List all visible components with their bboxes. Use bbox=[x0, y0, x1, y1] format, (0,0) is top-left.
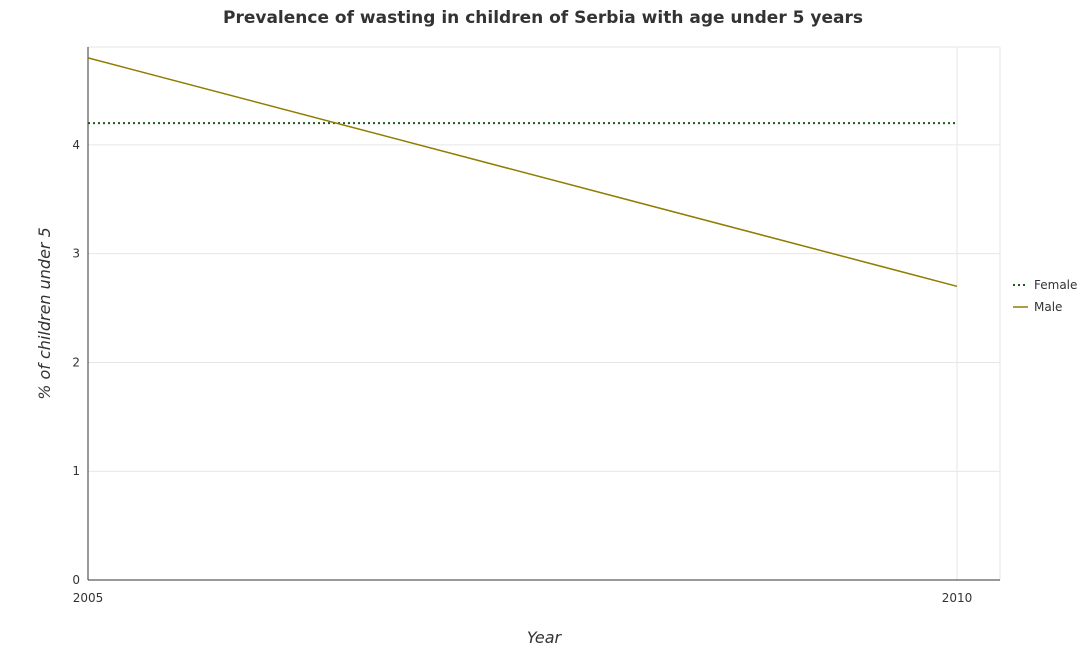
x-tick-label: 2005 bbox=[73, 591, 104, 605]
y-tick-label: 2 bbox=[72, 355, 80, 369]
y-tick-label: 3 bbox=[72, 247, 80, 261]
grid bbox=[87, 46, 1001, 581]
legend-label-female: Female bbox=[1034, 278, 1077, 292]
legend-label-male: Male bbox=[1034, 300, 1062, 314]
series-layer bbox=[87, 57, 958, 288]
legend: Female Male bbox=[1013, 278, 1077, 314]
y-tick-label: 1 bbox=[72, 464, 80, 478]
y-tick-label: 0 bbox=[72, 573, 80, 587]
axes bbox=[87, 47, 1000, 581]
chart-title: Prevalence of wasting in children of Ser… bbox=[223, 8, 863, 28]
x-axis-label: Year bbox=[527, 628, 563, 647]
ticks: 0 1 2 3 4 2005 2010 bbox=[72, 138, 972, 605]
x-tick-label: 2010 bbox=[942, 591, 973, 605]
y-tick-label: 4 bbox=[72, 138, 80, 152]
y-axis-label: % of children under 5 bbox=[35, 227, 54, 400]
series-line-male bbox=[87, 57, 958, 288]
